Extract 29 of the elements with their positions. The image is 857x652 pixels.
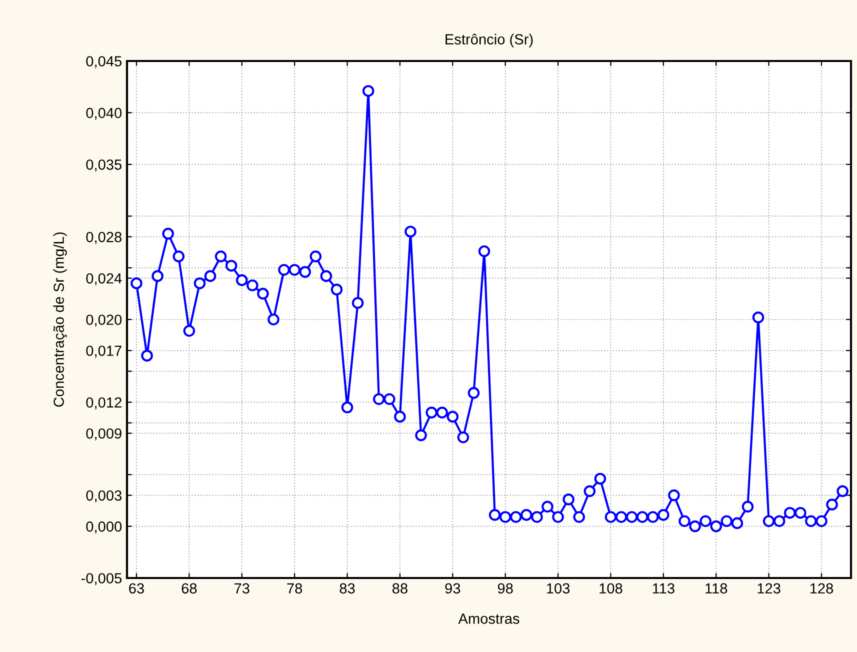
- x-tick-label: 128: [810, 583, 834, 594]
- x-tick-label: 78: [287, 583, 302, 594]
- x-tick-label: 98: [498, 583, 513, 594]
- x-tick-label: 123: [758, 583, 780, 594]
- x-tick-label: 68: [182, 583, 197, 594]
- y-tick-label: 0,040: [86, 108, 122, 120]
- y-tick-label: 0,012: [86, 397, 122, 410]
- y-tick-label: -0,005: [81, 573, 122, 586]
- y-tick-label: 0,028: [86, 232, 122, 244]
- y-tick-label: 0,003: [86, 490, 122, 502]
- x-tick-label: 93: [445, 583, 460, 594]
- x-tick-label: 63: [129, 583, 144, 594]
- x-tick-label: 73: [234, 583, 250, 594]
- y-tick-label: 0,045: [86, 56, 122, 68]
- x-axis-title: Amostras: [458, 614, 520, 624]
- y-tick-label: 0,035: [86, 160, 122, 172]
- x-tick-label: 83: [340, 583, 355, 594]
- x-tick-label: 108: [600, 583, 622, 594]
- y-tick-label: 0,020: [86, 314, 122, 327]
- x-tick-label: 113: [652, 583, 674, 594]
- x-tick-label: 88: [392, 583, 408, 594]
- chart-title: Estrôncio (Sr): [446, 34, 533, 48]
- y-tick-label: 0,024: [86, 273, 122, 286]
- x-tick-label: 118: [706, 583, 728, 594]
- y-axis-title: Concentração de Sr (mg/L): [53, 232, 67, 407]
- y-tick-label: 0,009: [86, 428, 122, 440]
- y-tick-label: 0,000: [86, 521, 122, 534]
- y-tick-label: 0,017: [86, 346, 122, 358]
- x-tick-label: 103: [546, 583, 570, 594]
